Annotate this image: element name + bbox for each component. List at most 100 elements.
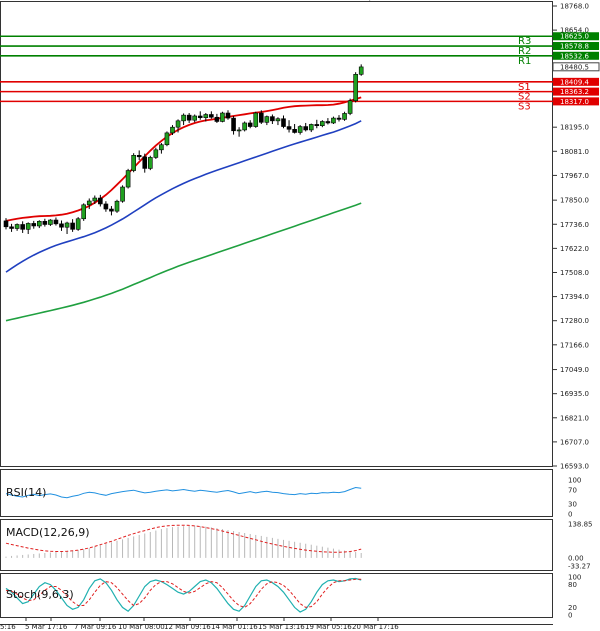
price-tick-label: 18081.0: [560, 148, 589, 156]
candle-body-bull: [220, 112, 225, 122]
rsi-axis-label: 100: [568, 477, 581, 485]
time-axis-label: 5:16: [0, 623, 16, 631]
candle: [81, 203, 86, 221]
candle-body-bull: [342, 113, 347, 120]
stoch-axis-label: 80: [568, 581, 577, 589]
candle: [347, 98, 353, 116]
candle-body-bear: [142, 156, 148, 169]
candle: [358, 64, 364, 76]
candle-body-bull: [181, 114, 186, 122]
candle: [231, 115, 236, 135]
candle-body-bull: [203, 114, 209, 118]
time-axis-label: 12 Mar 09:16: [164, 623, 211, 631]
candle: [209, 111, 214, 119]
candle: [164, 131, 170, 147]
candle: [225, 110, 231, 120]
rsi-line: [5, 486, 362, 499]
candle-body-bear: [3, 220, 9, 228]
candle: [125, 168, 131, 189]
candle: [64, 221, 70, 234]
candle: [75, 217, 81, 231]
time-axis-label: 19 Mar 05:16: [305, 623, 352, 631]
candle-body-bear: [314, 124, 320, 127]
ma-line-mid: [5, 120, 362, 273]
candle: [275, 117, 281, 126]
candle: [303, 122, 309, 132]
candle-body-bull: [148, 157, 153, 169]
main-panel-frame: [0, 1, 553, 467]
candle-body-bear: [292, 129, 297, 133]
candle-body-bull: [264, 116, 270, 123]
rsi-label: RSI(14): [6, 486, 46, 499]
candle: [136, 150, 142, 160]
candle-body-bear: [186, 114, 192, 121]
time-axis-label: 5 Mar 17:16: [25, 623, 68, 631]
candle: [14, 223, 20, 231]
candle-body-bull: [164, 132, 170, 146]
level-tag-s3: 18317.0: [560, 98, 589, 106]
macd-label: MACD(12,26,9): [6, 526, 90, 539]
candle-body-bear: [136, 155, 142, 158]
candle: [197, 111, 203, 120]
candle: [286, 120, 292, 133]
candle-body-bull: [114, 200, 120, 212]
candle-body-bull: [92, 197, 98, 202]
candle: [42, 218, 48, 227]
current-price-tag-bg: [552, 62, 600, 72]
candle: [258, 110, 264, 125]
candle-body-bull: [153, 149, 159, 158]
candle: [142, 153, 148, 173]
candle: [353, 72, 358, 103]
price-tick-label: 17967.0: [560, 172, 589, 180]
candle-body-bear: [258, 112, 264, 123]
candle-body-bear: [53, 219, 59, 225]
candle-body-bear: [42, 221, 48, 225]
level-tag-r3: 18625.0: [560, 33, 589, 41]
stoch-label: Stoch(9,6,3): [6, 588, 74, 601]
level-label-s3: S3: [518, 101, 531, 112]
candle-body-bull: [125, 170, 131, 188]
candle: [86, 198, 92, 210]
candle: [53, 217, 59, 226]
level-label-r2: R2: [518, 46, 531, 57]
stoch-series: [5, 577, 362, 613]
candle: [220, 111, 225, 123]
candle-body-bull: [64, 222, 70, 228]
candle-body-bear: [98, 197, 103, 205]
candle: [253, 111, 259, 128]
candle: [92, 195, 98, 204]
candles: [3, 64, 364, 234]
candle-body-bull: [170, 126, 175, 134]
candle: [247, 120, 253, 129]
candle: [331, 116, 336, 125]
candle-body-bull: [120, 186, 125, 202]
stoch-axis-label: 20: [568, 604, 577, 612]
candle: [181, 113, 186, 126]
candle-body-bull: [236, 129, 242, 132]
stoch-k-line: [5, 577, 362, 613]
price-tick-label: 17508.0: [560, 269, 589, 277]
candle-body-bear: [197, 115, 203, 118]
candle: [120, 185, 125, 203]
candle-body-bull: [347, 100, 353, 114]
level-tag-r2: 18578.8: [560, 43, 589, 51]
candle-body-bull: [353, 74, 358, 102]
corner-mark: ˙: [368, 0, 372, 8]
candle-body-bear: [59, 223, 64, 228]
candle: [264, 115, 270, 126]
candle-body-bear: [270, 116, 275, 122]
candle-body-bull: [75, 218, 81, 230]
level-tag-s1: 18409.4: [560, 78, 589, 86]
candle-body-bull: [48, 219, 53, 225]
candle-body-bull: [25, 223, 31, 230]
candle: [297, 125, 303, 135]
candle: [281, 115, 286, 129]
candle: [320, 120, 325, 128]
macd-axis-label: -33.27: [568, 563, 591, 571]
level-tag-bg: [553, 87, 599, 96]
price-tick-label: 16821.0: [560, 414, 589, 422]
candle: [308, 123, 314, 133]
candle: [186, 113, 192, 123]
candle: [3, 218, 9, 230]
